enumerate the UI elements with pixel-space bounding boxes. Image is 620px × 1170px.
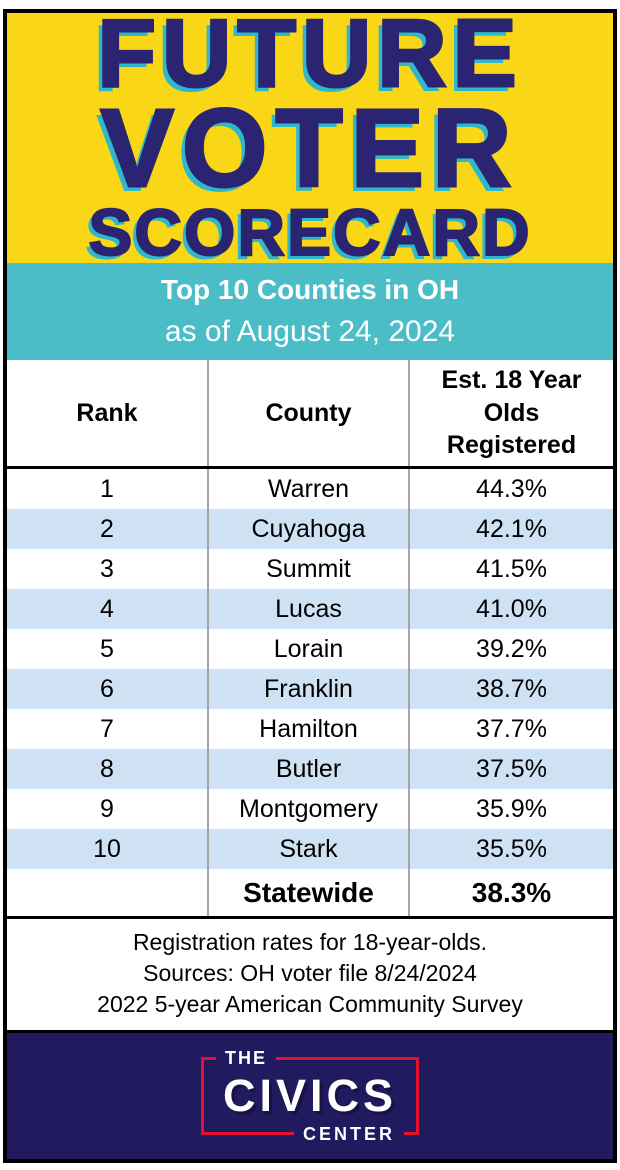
county-cell: Summit [207,549,410,589]
footnotes: Registration rates for 18-year-olds. Sou… [7,919,613,1030]
county-cell: Cuyahoga [207,509,410,549]
table-header-row: Rank County Est. 18 Year Olds Registered [7,360,613,469]
value-cell: 37.5% [476,754,547,783]
subtitle-heading: Top 10 Counties in OH [160,274,460,305]
value-cell: 38.7% [476,674,547,703]
value-cell: 35.5% [476,834,547,863]
value-cell: 44.3% [476,474,547,503]
footnote-line-3: 2022 5-year American Community Survey [97,991,523,1017]
logo-center-text: CENTER [293,1123,404,1145]
logo-civics-text: CIVICS [222,1069,398,1121]
statewide-value: 38.3% [471,876,552,908]
subtitle-date: as of August 24, 2024 [164,315,456,348]
table-row: 10 Stark 35.5% [7,829,613,869]
county-cell: Montgomery [207,789,410,829]
county-table: Rank County Est. 18 Year Olds Registered… [7,360,613,919]
header-value-text: Est. 18 Year Olds Registered [441,366,582,460]
rank-cell: 9 [100,794,114,823]
table-row: 8 Butler 37.5% [7,749,613,789]
table-row: 7 Hamilton 37.7% [7,709,613,749]
rank-cell: 1 [100,474,114,503]
value-cell: 41.0% [476,594,547,623]
rank-cell: 5 [100,634,114,663]
title-line-future: FUTURE [96,13,523,108]
rank-cell: 4 [100,594,114,623]
value-cell: 35.9% [476,794,547,823]
rank-cell: 10 [93,834,121,863]
table-row: 3 Summit 41.5% [7,549,613,589]
county-cell: Butler [207,749,410,789]
civics-center-logo: THE CIVICS CENTER [201,1047,419,1145]
county-cell: Warren [207,469,410,509]
rank-cell: 6 [100,674,114,703]
county-cell: Stark [207,829,410,869]
county-cell: Franklin [207,669,410,709]
rank-cell: 8 [100,754,114,783]
footnote-line-2: Sources: OH voter file 8/24/2024 [143,960,477,986]
title-banner: FUTURE VOTER SCORECARD [7,13,613,263]
logo-the-text: THE [216,1047,276,1069]
table-row: 6 Franklin 38.7% [7,669,613,709]
value-cell: 42.1% [476,514,547,543]
county-cell: Lorain [207,629,410,669]
footer-band: THE CIVICS CENTER [7,1030,613,1159]
county-cell: Hamilton [207,709,410,749]
statewide-label: Statewide [207,869,410,916]
county-cell: Lucas [207,589,410,629]
statewide-rank-cell [7,869,207,916]
rank-cell: 2 [100,514,114,543]
subtitle-banner: Top 10 Counties in OH as of August 24, 2… [7,263,613,360]
title-line-scorecard: SCORECARD [87,194,532,263]
title-line-voter: VOTER [99,86,520,210]
table-row: 5 Lorain 39.2% [7,629,613,669]
value-cell: 37.7% [476,714,547,743]
table-row: 2 Cuyahoga 42.1% [7,509,613,549]
rank-cell: 7 [100,714,114,743]
statewide-row: Statewide 38.3% [7,869,613,919]
table-row: 9 Montgomery 35.9% [7,789,613,829]
table-row: 1 Warren 44.3% [7,469,613,509]
value-cell: 41.5% [476,554,547,583]
scorecard-poster: FUTURE VOTER SCORECARD Top 10 Counties i… [3,9,617,1163]
header-rank: Rank [76,398,138,427]
header-county: County [207,360,410,466]
header-value: Est. 18 Year Olds Registered [410,360,613,466]
value-cell: 39.2% [476,634,547,663]
table-body: 1 Warren 44.3% 2 Cuyahoga 42.1% 3 Summit… [7,469,613,869]
rank-cell: 3 [100,554,114,583]
footnote-line-1: Registration rates for 18-year-olds. [132,929,488,955]
table-row: 4 Lucas 41.0% [7,589,613,629]
